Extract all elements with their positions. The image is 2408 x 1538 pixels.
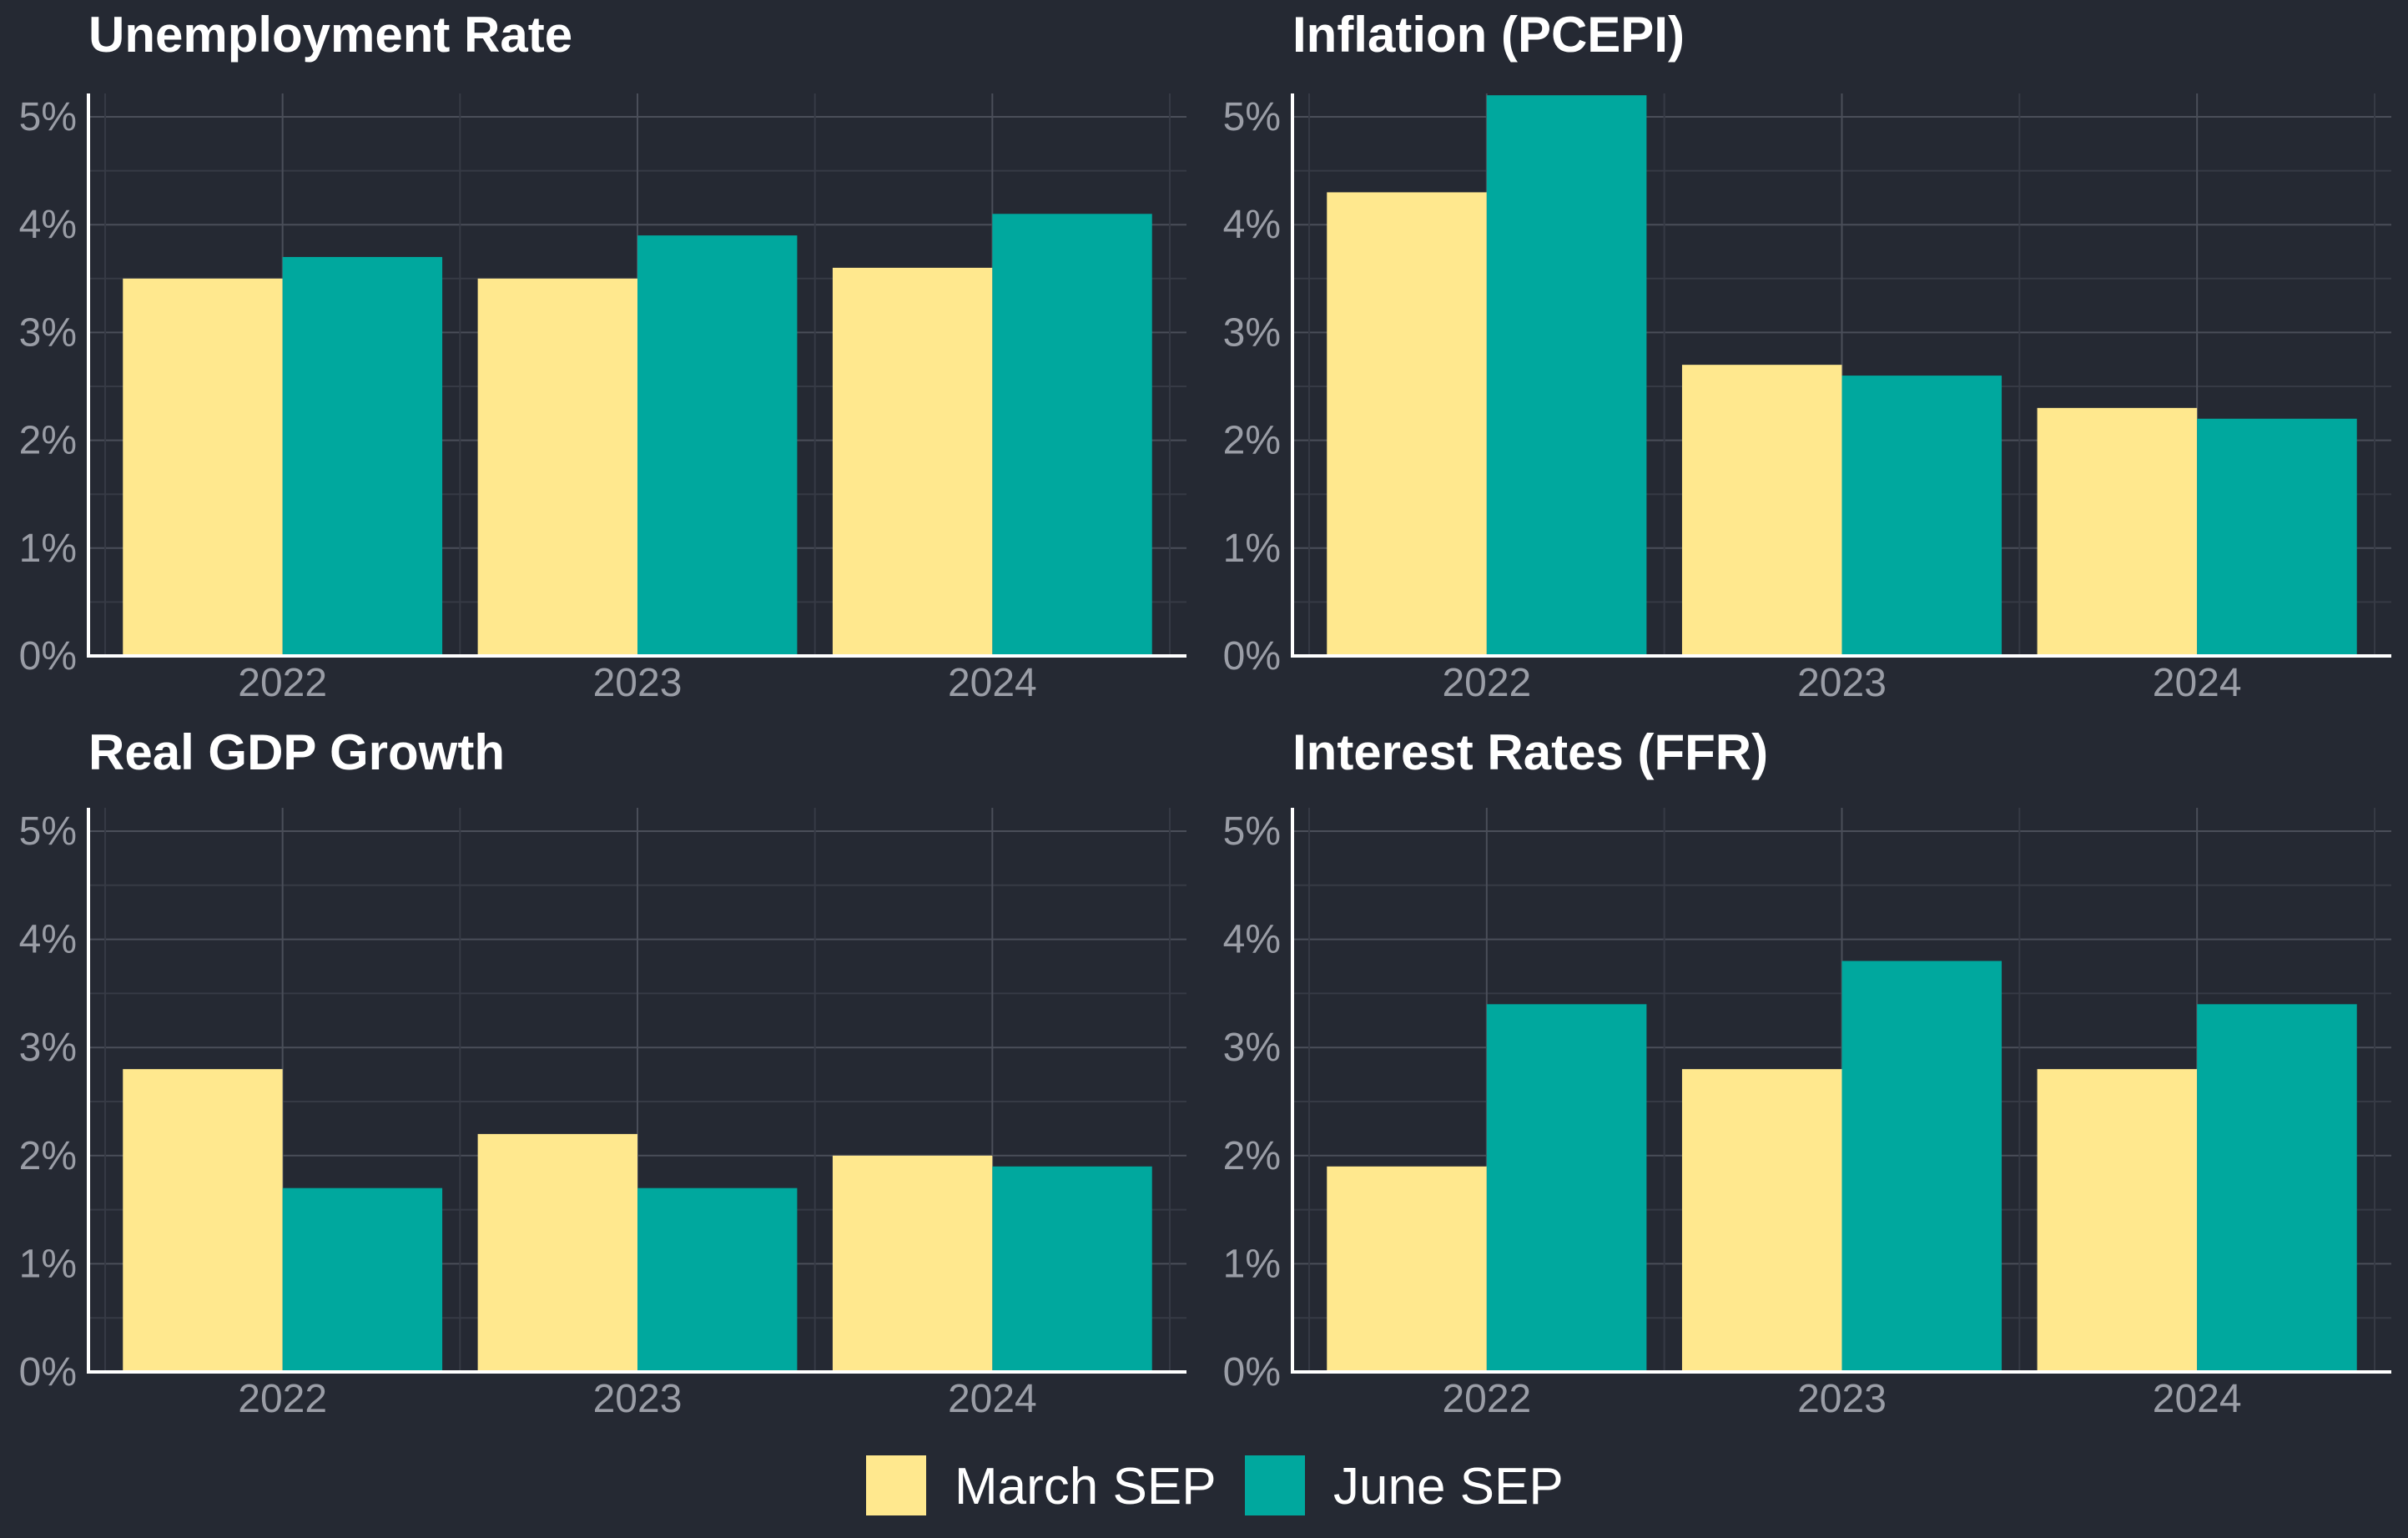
panel-title: Inflation (PCEPI) <box>1292 7 1685 63</box>
legend-swatch <box>866 1455 926 1515</box>
bar-march-2023 <box>477 278 637 656</box>
y-tick-label: 3% <box>1223 1026 1281 1070</box>
x-tick-label: 2022 <box>1442 661 1531 705</box>
y-tick-label: 1% <box>1223 527 1281 571</box>
bar-june-2023 <box>637 235 798 656</box>
legend-label: March SEP <box>955 1458 1217 1515</box>
y-tick-label: 2% <box>19 419 77 463</box>
y-tick-label: 2% <box>1223 419 1281 463</box>
x-tick-label: 2023 <box>593 661 683 705</box>
bar-march-2024 <box>832 1155 993 1372</box>
x-tick-label: 2024 <box>2153 661 2242 705</box>
bar-june-2024 <box>2197 418 2357 656</box>
panel-title: Interest Rates (FFR) <box>1292 724 1768 780</box>
x-tick-label: 2024 <box>948 1377 1037 1421</box>
bar-march-2022 <box>123 1069 283 1372</box>
panel-4: Interest Rates (FFR) 0% 1% 2% 3% 4% 5% 2022 2023… <box>1223 724 2391 1421</box>
bar-march-2024 <box>2037 407 2198 656</box>
y-tick-label: 1% <box>19 527 77 571</box>
y-tick-label: 5% <box>1223 809 1281 854</box>
panel-title: Unemployment Rate <box>88 7 572 63</box>
y-tick-label: 0% <box>1223 1350 1281 1394</box>
y-tick-label: 1% <box>19 1242 77 1286</box>
y-tick-label: 3% <box>1223 310 1281 355</box>
y-tick-label: 5% <box>19 95 77 139</box>
y-tick-label: 0% <box>19 1350 77 1394</box>
panel-title: Real GDP Growth <box>88 724 505 780</box>
y-tick-label: 2% <box>1223 1134 1281 1178</box>
bar-march-2022 <box>1327 192 1487 656</box>
bar-march-2023 <box>1681 1069 1842 1372</box>
bar-june-2022 <box>282 1188 443 1372</box>
bar-march-2024 <box>832 267 993 656</box>
x-tick-label: 2022 <box>238 1377 327 1421</box>
bar-june-2023 <box>637 1188 798 1372</box>
y-tick-label: 2% <box>19 1134 77 1178</box>
bar-march-2022 <box>123 278 283 656</box>
bar-march-2024 <box>2037 1069 2198 1372</box>
bar-june-2022 <box>282 256 443 656</box>
x-tick-label: 2024 <box>2153 1377 2242 1421</box>
legend-item-march: March SEP <box>866 1455 1217 1515</box>
y-tick-label: 3% <box>19 1026 77 1070</box>
y-tick-label: 1% <box>1223 1242 1281 1286</box>
legend-swatch <box>1245 1455 1305 1515</box>
y-tick-label: 0% <box>1223 634 1281 678</box>
panel-3: Real GDP Growth 0% 1% 2% 3% 4% 5% 2022 2023 2024 <box>19 724 1186 1421</box>
x-tick-label: 2023 <box>1797 1377 1887 1421</box>
panel-1: Unemployment Rate 0% 1% 2% 3% 4% 5% 2022 2023 202… <box>19 7 1186 705</box>
x-tick-label: 2023 <box>593 1377 683 1421</box>
panel-2: Inflation (PCEPI) 0% 1% 2% 3% 4% 5% 2022 2023 202… <box>1223 7 2391 705</box>
legend: March SEP June SEP <box>866 1455 1564 1515</box>
bar-june-2022 <box>1486 1004 1647 1372</box>
bar-march-2022 <box>1327 1166 1487 1372</box>
x-tick-label: 2024 <box>948 661 1037 705</box>
x-tick-label: 2023 <box>1797 661 1887 705</box>
y-tick-label: 5% <box>19 809 77 854</box>
bar-march-2023 <box>1681 365 1842 656</box>
y-tick-label: 0% <box>19 634 77 678</box>
y-tick-label: 5% <box>1223 95 1281 139</box>
y-tick-label: 4% <box>19 203 77 247</box>
y-tick-label: 4% <box>1223 918 1281 962</box>
y-tick-label: 3% <box>19 310 77 355</box>
bar-march-2023 <box>477 1133 637 1372</box>
x-tick-label: 2022 <box>1442 1377 1531 1421</box>
y-tick-label: 4% <box>1223 203 1281 247</box>
bar-june-2023 <box>1841 961 2002 1372</box>
y-tick-label: 4% <box>19 918 77 962</box>
legend-label: June SEP <box>1333 1458 1564 1515</box>
bar-june-2023 <box>1841 376 2002 656</box>
bar-june-2022 <box>1486 95 1647 656</box>
bar-june-2024 <box>2197 1004 2357 1372</box>
x-tick-label: 2022 <box>238 661 327 705</box>
bar-june-2024 <box>992 214 1152 656</box>
bar-june-2024 <box>992 1166 1152 1372</box>
legend-item-june: June SEP <box>1245 1455 1564 1515</box>
